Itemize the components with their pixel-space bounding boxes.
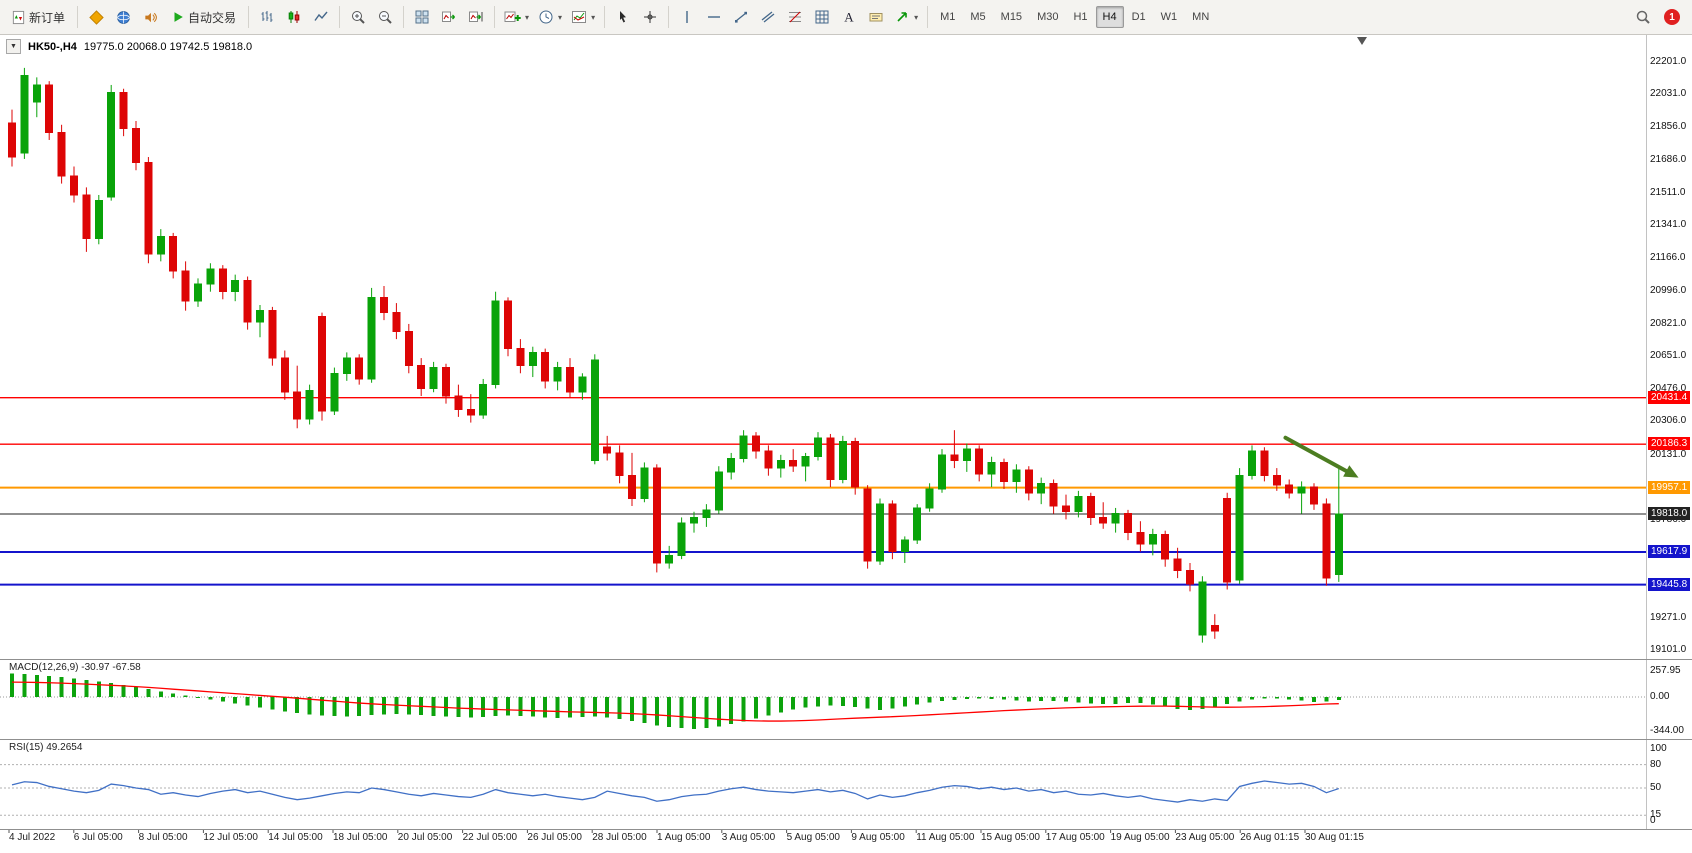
chart-ohlc-values: 19775.0 20068.0 19742.5 19818.0 — [83, 40, 253, 53]
time-axis-border — [0, 829, 1692, 830]
clock-icon — [539, 10, 553, 24]
autotrading-label: 自动交易 — [188, 10, 237, 25]
new-order-button[interactable]: 新订单 — [4, 4, 72, 30]
macd-panel-separator[interactable] — [0, 659, 1692, 660]
arrow-tool-icon — [897, 12, 907, 22]
crosshair-button[interactable] — [637, 4, 663, 30]
zoom-in-icon — [352, 11, 365, 24]
cursor-icon — [620, 11, 627, 23]
zoom-out-icon — [379, 11, 392, 24]
virtual-hosting-button[interactable] — [110, 4, 136, 30]
indicators-icon — [572, 11, 587, 23]
timeframe-button-d1[interactable]: D1 — [1125, 6, 1153, 28]
search-button[interactable] — [1630, 4, 1656, 30]
timeframe-button-m15[interactable]: M15 — [994, 6, 1029, 28]
text-label-icon — [869, 13, 883, 22]
trendline-icon — [735, 11, 748, 23]
chart-title: ▼ HK50-,H4 19775.0 20068.0 19742.5 19818… — [6, 39, 252, 54]
indicators-dropdown[interactable]: ▾ — [567, 4, 599, 30]
toolbar-separator — [339, 6, 341, 28]
timeframe-button-mn[interactable]: MN — [1185, 6, 1216, 28]
new-order-label: 新订单 — [29, 10, 66, 25]
timeframe-button-m1[interactable]: M1 — [933, 6, 962, 28]
crosshair-icon — [644, 11, 657, 23]
chevron-down-icon: ▾ — [525, 12, 530, 22]
timeframe-button-m5[interactable]: M5 — [963, 6, 992, 28]
fibonacci-icon — [789, 11, 802, 23]
zoom-in-button[interactable] — [345, 4, 371, 30]
notification-badge[interactable]: 1 — [1664, 9, 1680, 25]
periods-dropdown[interactable]: ▾ — [534, 4, 566, 30]
shapes-button[interactable] — [809, 4, 835, 30]
timeframe-button-h1[interactable]: H1 — [1066, 6, 1094, 28]
one-click-trading-toggle[interactable]: ▼ — [6, 39, 21, 54]
toolbar-separator — [248, 6, 250, 28]
toolbar-separator — [604, 6, 606, 28]
text-icon: A — [844, 10, 854, 25]
chart-shift-icon — [469, 11, 483, 22]
chevron-down-icon: ▾ — [558, 12, 563, 22]
tile-windows-button[interactable] — [409, 4, 435, 30]
chevron-down-icon: ▾ — [591, 12, 596, 22]
search-icon — [1636, 10, 1650, 24]
speaker-icon — [144, 12, 157, 22]
chart-shift-button[interactable] — [463, 4, 489, 30]
bar-chart-icon — [261, 11, 273, 22]
svg-text:A: A — [844, 10, 854, 25]
channel-icon — [761, 11, 775, 23]
toolbar-separator — [77, 6, 79, 28]
candlestick-icon — [288, 11, 300, 23]
toolbar-separator — [494, 6, 496, 28]
timeframe-button-h4[interactable]: H4 — [1095, 6, 1124, 28]
timeframe-toolbar: M1 M5 M15 M30 H1 H4 D1 W1 MN — [933, 6, 1216, 28]
autotrading-button[interactable]: 自动交易 — [164, 4, 243, 30]
line-chart-icon — [314, 11, 328, 21]
cursor-button[interactable] — [610, 4, 636, 30]
main-toolbar: 新订单 自动交易 — [0, 0, 1692, 35]
toolbar-separator — [403, 6, 405, 28]
text-button[interactable]: A — [836, 4, 862, 30]
timeframe-button-w1[interactable]: W1 — [1154, 6, 1185, 28]
chevron-down-icon: ▾ — [914, 12, 919, 22]
macd-label: MACD(12,26,9) -30.97 -67.58 — [9, 662, 141, 673]
mql5-community-icon — [88, 9, 104, 25]
trendline-button[interactable] — [728, 4, 754, 30]
auto-scroll-button[interactable] — [436, 4, 462, 30]
toolbar-separator — [668, 6, 670, 28]
fibonacci-button[interactable] — [782, 4, 808, 30]
vertical-line-icon — [686, 11, 688, 23]
new-order-icon — [12, 10, 25, 24]
notifications-button[interactable] — [137, 4, 163, 30]
timeframe-button-m30[interactable]: M30 — [1030, 6, 1065, 28]
channel-button[interactable] — [755, 4, 781, 30]
price-axis-border — [1646, 35, 1647, 829]
rsi-panel-separator[interactable] — [0, 739, 1692, 740]
text-label-button[interactable] — [863, 4, 889, 30]
candlestick-chart-button[interactable] — [281, 4, 307, 30]
autotrading-play-icon — [174, 12, 183, 22]
new-chart-icon — [504, 11, 521, 22]
mql5-community-button[interactable] — [83, 4, 109, 30]
arrows-dropdown[interactable]: ▾ — [890, 4, 922, 30]
zoom-out-button[interactable] — [372, 4, 398, 30]
auto-scroll-icon — [442, 11, 455, 22]
toolbar-right-group: 1 — [1630, 4, 1688, 30]
vertical-line-button[interactable] — [674, 4, 700, 30]
new-chart-dropdown[interactable]: ▾ — [500, 4, 533, 30]
rsi-label: RSI(15) 49.2654 — [9, 742, 83, 753]
toolbar-separator — [927, 6, 929, 28]
chart-symbol-label: HK50-,H4 — [28, 40, 77, 53]
shapes-grid-icon — [815, 10, 829, 24]
bar-chart-button[interactable] — [254, 4, 280, 30]
line-chart-button[interactable] — [308, 4, 334, 30]
horizontal-line-button[interactable] — [701, 4, 727, 30]
horizontal-line-icon — [708, 16, 721, 18]
tile-windows-icon — [415, 10, 429, 24]
virtual-hosting-icon — [116, 10, 130, 24]
